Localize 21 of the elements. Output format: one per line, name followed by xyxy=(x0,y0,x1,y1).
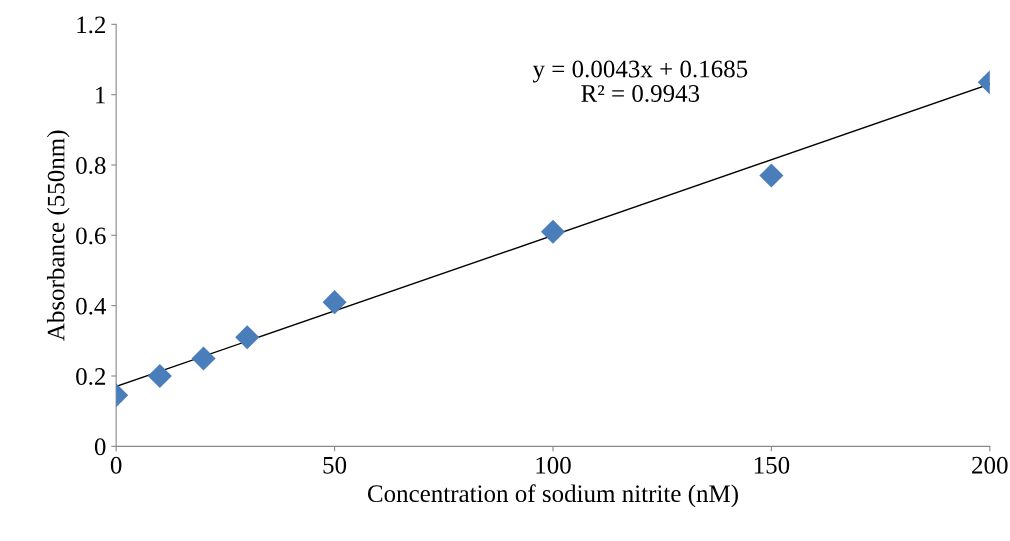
x-tick-label: 100 xyxy=(536,456,571,474)
x-tick-label: 50 xyxy=(323,456,347,474)
point xyxy=(147,363,172,389)
x-tick-label: 0 xyxy=(110,456,122,474)
y-axis-title: Absorbance (550nm) xyxy=(46,130,70,341)
y-tick-label: 1 xyxy=(96,86,105,104)
x-tick-label: 150 xyxy=(754,456,790,474)
y-tick-label: 0.2 xyxy=(76,368,106,386)
annotation: y = 0.0043x + 0.1685 R² = 0.9943 xyxy=(532,60,748,102)
point xyxy=(191,346,216,371)
point xyxy=(322,290,347,315)
point xyxy=(540,219,565,244)
y-tick-label: 1.2 xyxy=(77,16,106,34)
y-tick-label: 0 xyxy=(94,438,106,456)
y-tick-label: 0.6 xyxy=(76,227,106,245)
point xyxy=(759,163,784,188)
x-tick-label: 200 xyxy=(972,456,1008,474)
x-axis-title: Concentration of sodium nitrite (nM) xyxy=(367,484,738,508)
y-tick-label: 0.8 xyxy=(76,157,106,175)
point xyxy=(235,325,260,350)
y-tick-label: 0.4 xyxy=(76,297,107,315)
